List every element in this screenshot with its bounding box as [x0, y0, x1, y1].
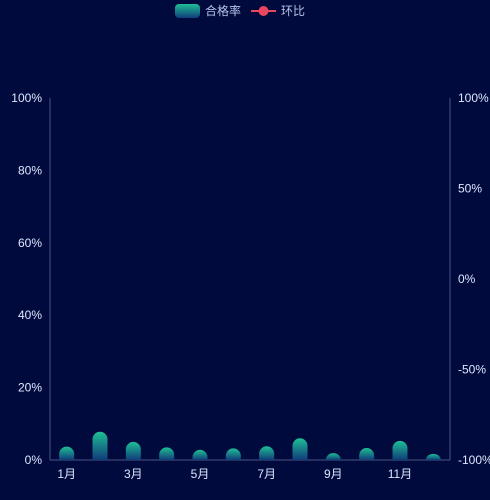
bar[interactable]: [292, 438, 308, 460]
bar[interactable]: [192, 449, 208, 460]
x-tick-label: 9月: [324, 467, 343, 481]
x-tick-label: 7月: [257, 467, 276, 481]
bars: [59, 431, 441, 460]
legend-line-label: 环比: [281, 4, 305, 18]
left-y-tick-label: 100%: [11, 91, 42, 105]
legend-item-line[interactable]: 环比: [251, 4, 305, 18]
left-y-ticks: 0% 20% 40% 60% 80% 100%: [11, 91, 42, 467]
right-y-tick-label: -100%: [458, 453, 490, 467]
right-y-tick-label: 50%: [458, 182, 482, 196]
right-y-tick-label: 100%: [458, 91, 489, 105]
bar[interactable]: [392, 440, 408, 460]
bar[interactable]: [225, 448, 241, 460]
right-y-ticks: -100% -50% 0% 50% 100%: [458, 91, 490, 467]
bar[interactable]: [359, 448, 375, 460]
legend-bar-swatch: [175, 4, 200, 18]
bar[interactable]: [59, 446, 75, 460]
x-tick-label: 1月: [57, 467, 76, 481]
x-tick-label: 11月: [388, 467, 412, 481]
x-ticks: 1月 3月 5月 7月 9月 11月: [57, 467, 412, 481]
right-y-tick-label: 0%: [458, 272, 476, 286]
bar[interactable]: [259, 446, 275, 460]
bar[interactable]: [425, 453, 441, 460]
bar[interactable]: [325, 453, 341, 460]
bar[interactable]: [159, 447, 175, 460]
legend-item-bar[interactable]: 合格率: [175, 3, 241, 18]
x-tick-label: 5月: [191, 467, 210, 481]
left-y-tick-label: 20%: [18, 381, 42, 395]
right-y-tick-label: -50%: [458, 363, 486, 377]
x-tick-label: 3月: [124, 467, 143, 481]
bar[interactable]: [92, 431, 108, 460]
left-y-tick-label: 60%: [18, 236, 42, 250]
legend[interactable]: 合格率 环比: [175, 3, 305, 18]
bar[interactable]: [125, 441, 141, 460]
left-y-tick-label: 0%: [25, 453, 43, 467]
left-y-tick-label: 40%: [18, 308, 42, 322]
legend-line-marker: [258, 6, 269, 16]
left-y-tick-label: 80%: [18, 163, 42, 177]
legend-bar-label: 合格率: [205, 3, 241, 18]
